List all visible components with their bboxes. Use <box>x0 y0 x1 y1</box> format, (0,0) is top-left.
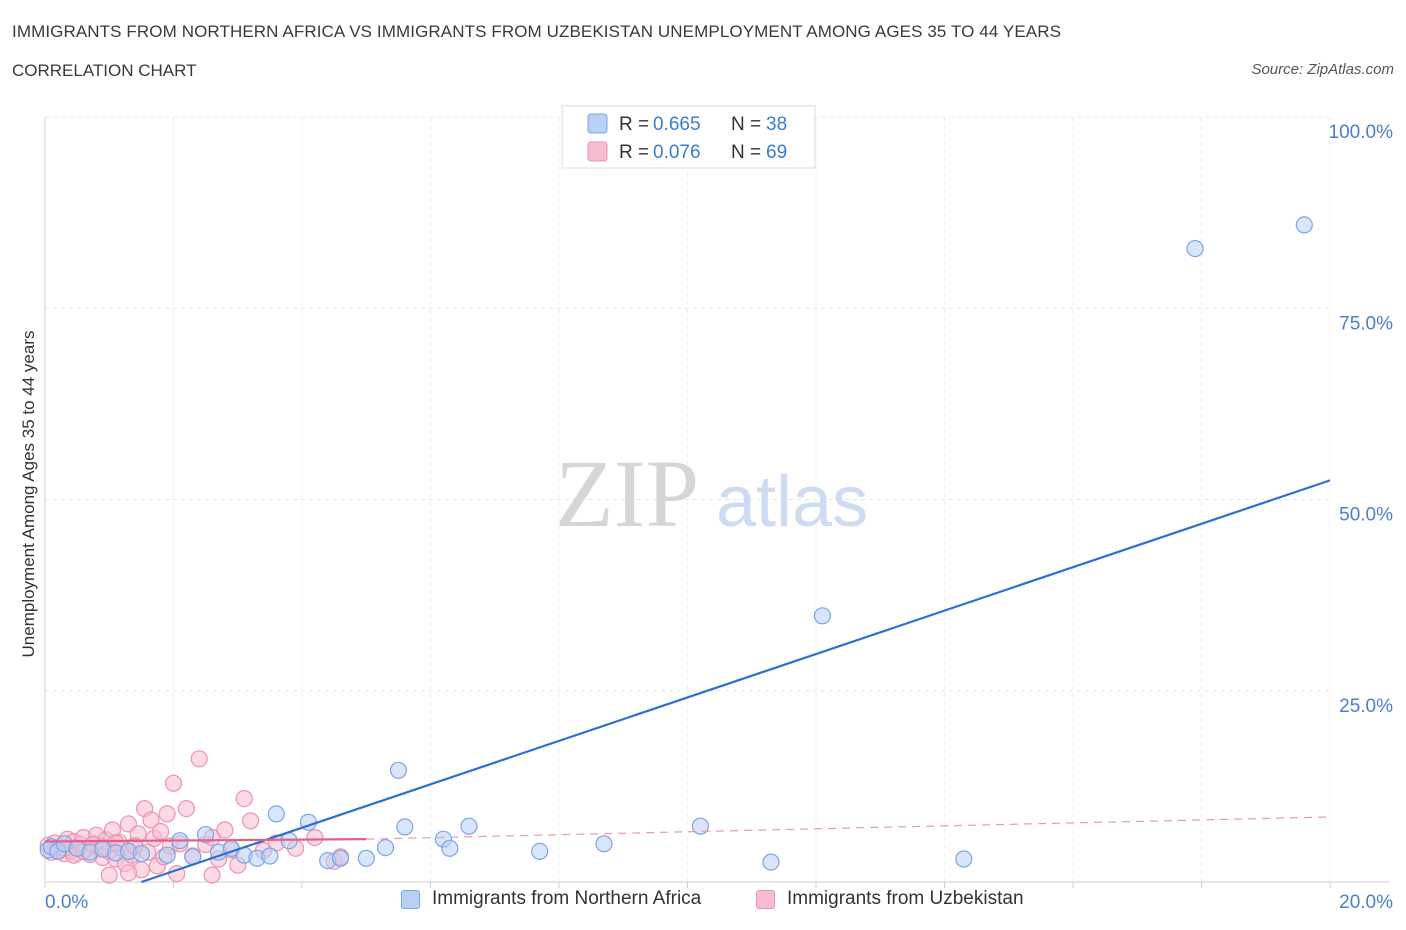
trend-layer <box>44 479 1331 884</box>
y-tick-label-2: 75.0% <box>1339 313 1393 334</box>
y-tick-label-3: 100.0% <box>1329 122 1394 143</box>
legend-n-value-blue: 38 <box>766 114 787 135</box>
point-northern-africa-31 <box>531 842 549 861</box>
point-uzbekistan-52 <box>242 812 260 830</box>
point-northern-africa-30 <box>460 817 478 835</box>
point-northern-africa-38 <box>1295 216 1313 234</box>
point-uzbekistan-35 <box>152 822 170 841</box>
watermark: ZIP atlas <box>555 440 868 547</box>
legend-label-northern-africa: Immigrants from Northern Africa <box>432 888 702 909</box>
point-uzbekistan-42 <box>177 799 195 818</box>
trend-line-uzbekistan-solid <box>44 838 367 843</box>
point-uzbekistan-51 <box>235 789 253 808</box>
point-uzbekistan-44 <box>190 750 208 768</box>
point-uzbekistan-60 <box>119 864 138 882</box>
point-uzbekistan-48 <box>216 821 234 839</box>
watermark-atlas: atlas <box>716 462 868 542</box>
trend-line-uzbekistan-dashed <box>366 816 1331 840</box>
legend-swatch-northern-africa <box>401 889 420 909</box>
point-northern-africa-9 <box>132 845 150 863</box>
point-northern-africa-34 <box>762 853 780 871</box>
legend-r-value-blue: 0.665 <box>653 114 701 135</box>
point-northern-africa-29 <box>441 839 459 857</box>
legend-bottom: Immigrants from Northern Africa Immigran… <box>0 888 1406 918</box>
legend-item-uzbekistan: Immigrants from Uzbekistan <box>756 888 1024 910</box>
legend-label-uzbekistan: Immigrants from Uzbekistan <box>787 888 1024 909</box>
point-uzbekistan-59 <box>100 866 118 884</box>
point-uzbekistan-61 <box>203 866 221 884</box>
point-northern-africa-18 <box>261 847 279 865</box>
point-northern-africa-26 <box>389 761 407 779</box>
point-northern-africa-19 <box>267 805 285 823</box>
legend-n-label-pink: N = <box>731 142 761 163</box>
point-uzbekistan-32 <box>142 811 160 829</box>
point-northern-africa-33 <box>691 817 710 835</box>
legend-top: R = 0.665 N = 38 R = 0.076 N = 69 <box>561 105 816 169</box>
point-uzbekistan-37 <box>158 805 176 823</box>
source-label: Source: ZipAtlas.com <box>1251 61 1394 78</box>
point-northern-africa-23 <box>331 849 350 867</box>
point-northern-africa-35 <box>813 607 832 625</box>
trend-line-northern-africa <box>141 479 1331 884</box>
point-northern-africa-37 <box>1186 240 1204 258</box>
legend-swatch-pink <box>587 141 608 162</box>
chart-subtitle: CORRELATION CHART <box>12 61 197 80</box>
legend-n-value-pink: 69 <box>766 142 787 163</box>
y-axis-label: Unemployment Among Ages 35 to 44 years <box>19 331 38 658</box>
legend-swatch-uzbekistan <box>756 889 775 909</box>
legend-r-label-pink: R = <box>619 142 649 163</box>
point-northern-africa-10 <box>158 846 176 864</box>
point-northern-africa-32 <box>595 835 613 853</box>
legend-r-value-pink: 0.076 <box>653 142 701 163</box>
legend-r-label-blue: R = <box>619 114 649 135</box>
axis-layer: 25.0% 50.0% 75.0% 100.0% 0.0% 20.0% <box>44 117 1394 913</box>
chart-title: IMMIGRANTS FROM NORTHERN AFRICA VS IMMIG… <box>12 22 1062 41</box>
watermark-zip: ZIP <box>555 440 699 547</box>
y-tick-label-0: 25.0% <box>1339 696 1393 717</box>
legend-swatch-blue <box>587 113 608 134</box>
point-northern-africa-25 <box>376 838 395 857</box>
x-tick-label-1: 20.0% <box>1339 892 1393 913</box>
point-northern-africa-24 <box>357 849 375 867</box>
legend-item-northern-africa: Immigrants from Northern Africa <box>401 888 701 910</box>
point-northern-africa-13 <box>197 825 215 844</box>
y-tick-label-1: 50.0% <box>1339 505 1393 526</box>
point-uzbekistan-56 <box>306 828 324 847</box>
point-northern-africa-27 <box>396 818 414 836</box>
point-northern-africa-36 <box>955 850 973 868</box>
point-uzbekistan-39 <box>164 774 183 792</box>
legend-n-label-blue: N = <box>731 114 761 135</box>
x-tick-label-0: 0.0% <box>45 892 88 913</box>
